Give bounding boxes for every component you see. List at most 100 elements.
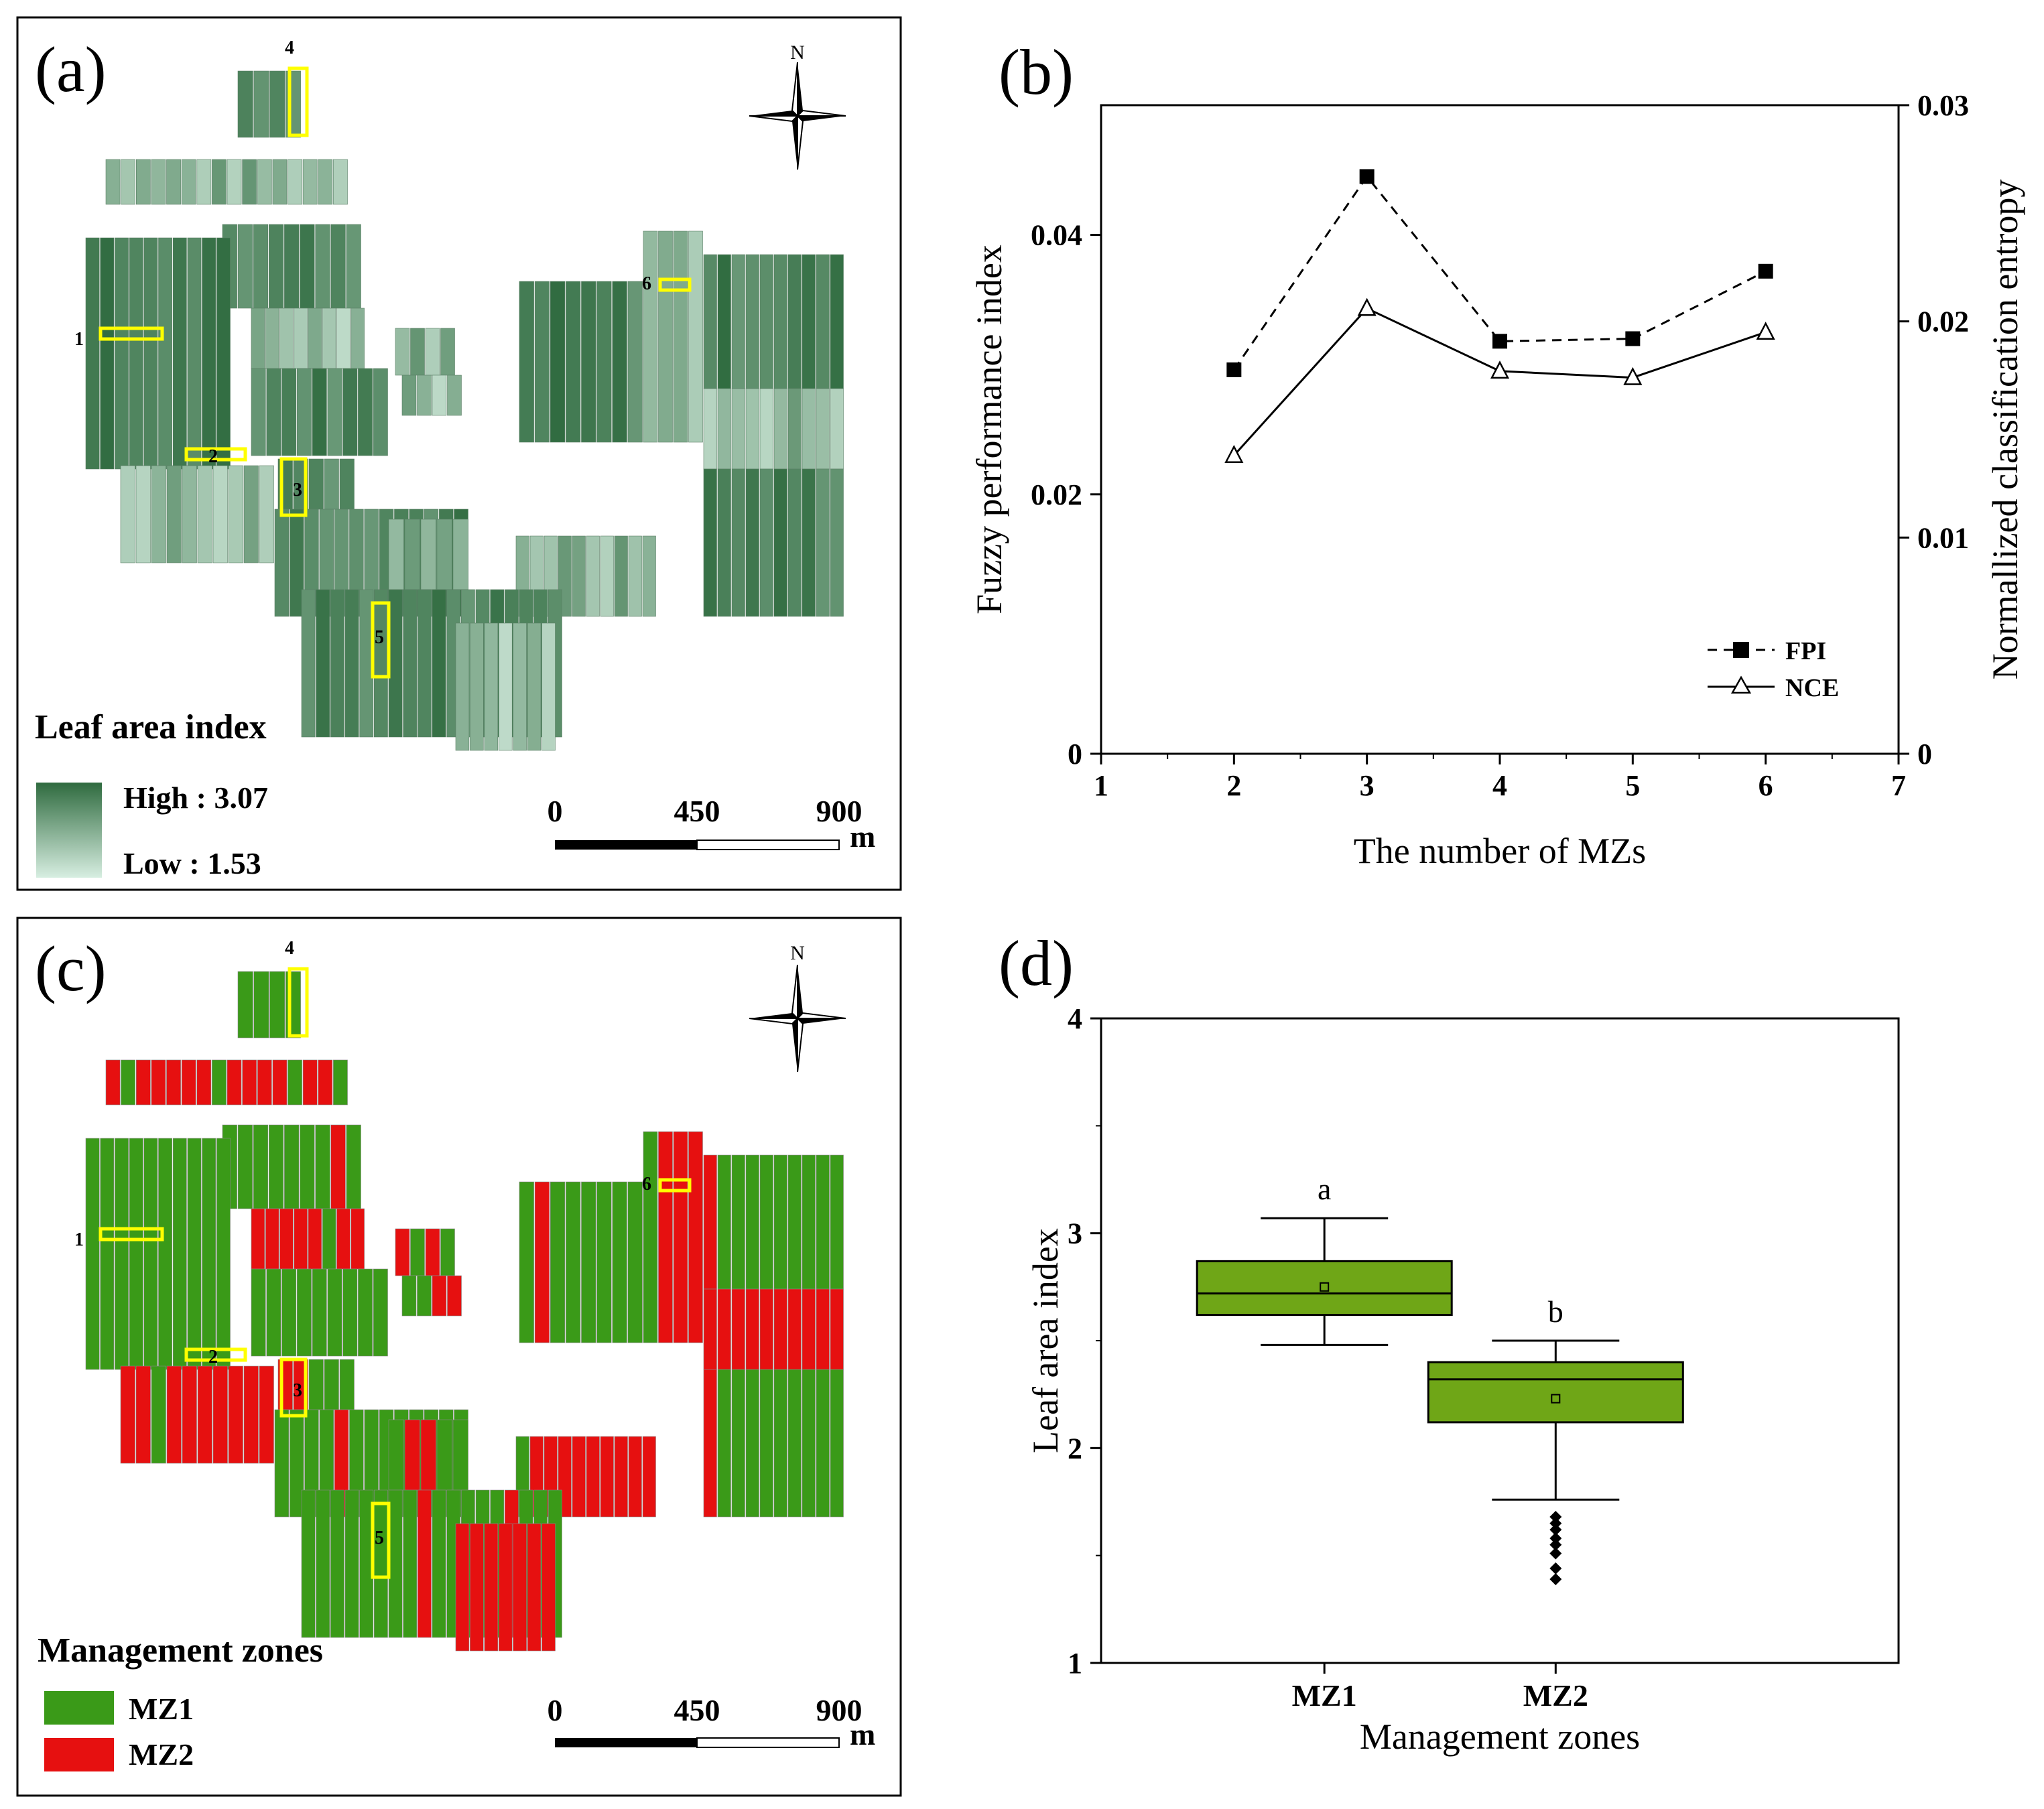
field-parcel xyxy=(302,1059,318,1106)
field-parcel xyxy=(327,368,342,456)
field-parcel xyxy=(342,1268,358,1357)
field-parcel xyxy=(513,1523,527,1652)
outlier-point xyxy=(1549,1524,1562,1536)
field-parcel xyxy=(301,1489,316,1638)
field-parcel xyxy=(166,159,181,205)
sample-site-label: 2 xyxy=(208,446,218,467)
field-parcel xyxy=(166,1059,181,1106)
x-tick-label: 2 xyxy=(1226,769,1241,802)
field-parcel xyxy=(703,388,717,470)
field-parcel xyxy=(745,388,759,470)
sample-site-outline xyxy=(279,457,308,517)
legend-title-mz: Management zones xyxy=(38,1631,323,1670)
field-parcel xyxy=(158,1138,173,1370)
field-parcel xyxy=(830,1288,844,1370)
data-point-fpi xyxy=(1359,169,1375,184)
field-parcel xyxy=(802,1154,816,1290)
field-parcel xyxy=(279,1208,294,1270)
field-parcel xyxy=(274,1409,290,1518)
field-parcel xyxy=(120,465,135,563)
y-tick-label: 4 xyxy=(1068,1002,1082,1035)
field-parcel xyxy=(330,1489,344,1638)
outlier-point xyxy=(1549,1547,1562,1560)
field-parcel xyxy=(253,224,269,309)
y2-tick-label: 0.03 xyxy=(1917,89,1969,122)
field-parcel xyxy=(136,1059,151,1106)
y2-tick-label: 0 xyxy=(1917,738,1932,770)
field-parcel xyxy=(787,1369,802,1518)
field-parcel xyxy=(181,159,196,205)
field-parcel xyxy=(196,159,212,205)
field-parcel xyxy=(717,254,731,389)
mz2-swatch xyxy=(44,1738,114,1771)
field-parcel xyxy=(100,237,115,470)
data-point-nce xyxy=(1756,322,1775,340)
field-parcel xyxy=(237,70,253,138)
field-parcel xyxy=(85,237,100,470)
scale-tick: 0 xyxy=(548,794,563,828)
field-parcel xyxy=(527,1523,541,1652)
sample-site-label: 6 xyxy=(642,273,651,294)
sample-site-outline xyxy=(99,326,164,341)
field-parcel xyxy=(315,224,330,309)
field-parcel xyxy=(284,224,300,309)
field-parcel xyxy=(333,1059,348,1106)
field-parcel xyxy=(550,281,566,443)
field-parcel xyxy=(447,1275,462,1317)
panel-c: (c) 1 2 3 4 5 6 N Management zones MZ1 MZ2 0 … xyxy=(16,917,902,1797)
field-parcel xyxy=(151,1059,166,1106)
box-iqr xyxy=(1196,1260,1453,1317)
sample-site-label: 4 xyxy=(285,938,294,959)
field-parcel xyxy=(388,1419,404,1491)
field-parcel xyxy=(158,237,173,470)
field-parcel xyxy=(432,375,447,416)
field-parcel xyxy=(717,1288,731,1370)
y2-axis-label-b: Normallized classification entropy xyxy=(1985,180,2025,680)
field-parcel xyxy=(627,281,643,443)
field-parcel xyxy=(773,388,787,470)
field-parcel xyxy=(251,1268,266,1357)
field-parcel xyxy=(121,159,136,205)
field-parcel xyxy=(703,468,717,617)
field-parcel xyxy=(166,465,182,563)
field-parcel xyxy=(787,1288,802,1370)
sample-site-outline xyxy=(279,1357,308,1418)
field-parcel xyxy=(802,1369,816,1518)
field-parcel xyxy=(143,1138,158,1370)
field-parcel xyxy=(237,971,253,1038)
field-parcel xyxy=(566,281,581,443)
outlier-point xyxy=(1549,1517,1562,1530)
y-tick-label: 1 xyxy=(1068,1647,1082,1680)
field-parcel xyxy=(242,1059,257,1106)
field-parcel xyxy=(308,458,324,510)
field-parcel xyxy=(830,1154,844,1290)
data-point-nce xyxy=(1623,366,1643,385)
field-parcel xyxy=(455,1523,470,1652)
field-parcel xyxy=(401,1275,417,1317)
field-parcel xyxy=(403,1489,418,1638)
field-parcel xyxy=(322,1208,336,1270)
field-parcel xyxy=(289,509,304,617)
field-parcel xyxy=(452,519,468,590)
field-parcel xyxy=(269,70,285,138)
field-parcel xyxy=(228,1365,243,1464)
field-parcel xyxy=(470,1523,484,1652)
field-parcel xyxy=(417,375,432,416)
field-parcel xyxy=(731,1288,745,1370)
sample-site-label: 2 xyxy=(208,1347,218,1367)
field-parcel xyxy=(830,1369,844,1518)
field-parcel xyxy=(202,1138,216,1370)
sample-site-outline xyxy=(658,1178,692,1193)
field-parcel xyxy=(135,1365,151,1464)
field-parcel xyxy=(312,368,327,456)
field-parcel xyxy=(281,1268,297,1357)
field-parcel xyxy=(484,622,499,751)
scale-unit: m xyxy=(850,819,875,854)
field-parcel xyxy=(787,254,802,389)
field-parcel xyxy=(417,1489,432,1638)
field-parcel xyxy=(513,622,527,751)
field-parcel xyxy=(251,368,266,456)
field-parcel xyxy=(227,159,242,205)
